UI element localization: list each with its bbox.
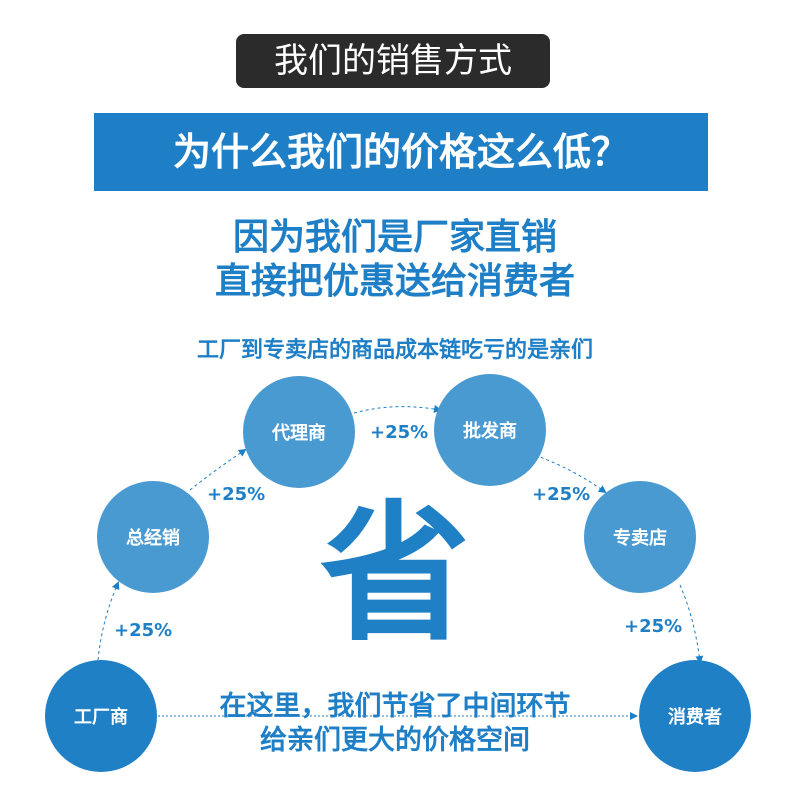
node-consumer: 消费者 <box>639 660 751 772</box>
node-factory: 工厂商 <box>45 660 157 772</box>
save-character: 省 <box>320 488 471 662</box>
markup-5: +25% <box>624 616 683 637</box>
subtitle-line-1: 因为我们是厂家直销 <box>232 217 557 258</box>
node-wholesaler: 批发商 <box>434 374 546 486</box>
subtitle-line-2: 直接把优惠送给消费者 <box>214 261 575 302</box>
message-line-2: 给亲们更大的价格空间 <box>260 725 530 756</box>
banner-title: 为什么我们的价格这么低？ <box>94 113 708 191</box>
markup-4: +25% <box>532 484 591 505</box>
markup-2: +25% <box>207 484 266 505</box>
arrow-3 <box>353 405 442 414</box>
node-agent: 代理商 <box>243 376 355 488</box>
chain-caption: 工厂到专卖店的商品成本链吃亏的是亲们 <box>196 338 593 363</box>
node-general-distributor: 总经销 <box>97 481 209 593</box>
node-store: 专卖店 <box>584 481 696 593</box>
arrow-4 <box>534 454 607 494</box>
arrow-1 <box>97 581 120 661</box>
header-badge: 我们的销售方式 <box>236 34 550 88</box>
arrow-2 <box>189 448 247 491</box>
markup-1: +25% <box>114 620 173 641</box>
markup-3: +25% <box>370 422 429 443</box>
message-line-1: 在这里，我们节省了中间环节 <box>219 691 571 722</box>
arrow-5 <box>679 584 704 664</box>
